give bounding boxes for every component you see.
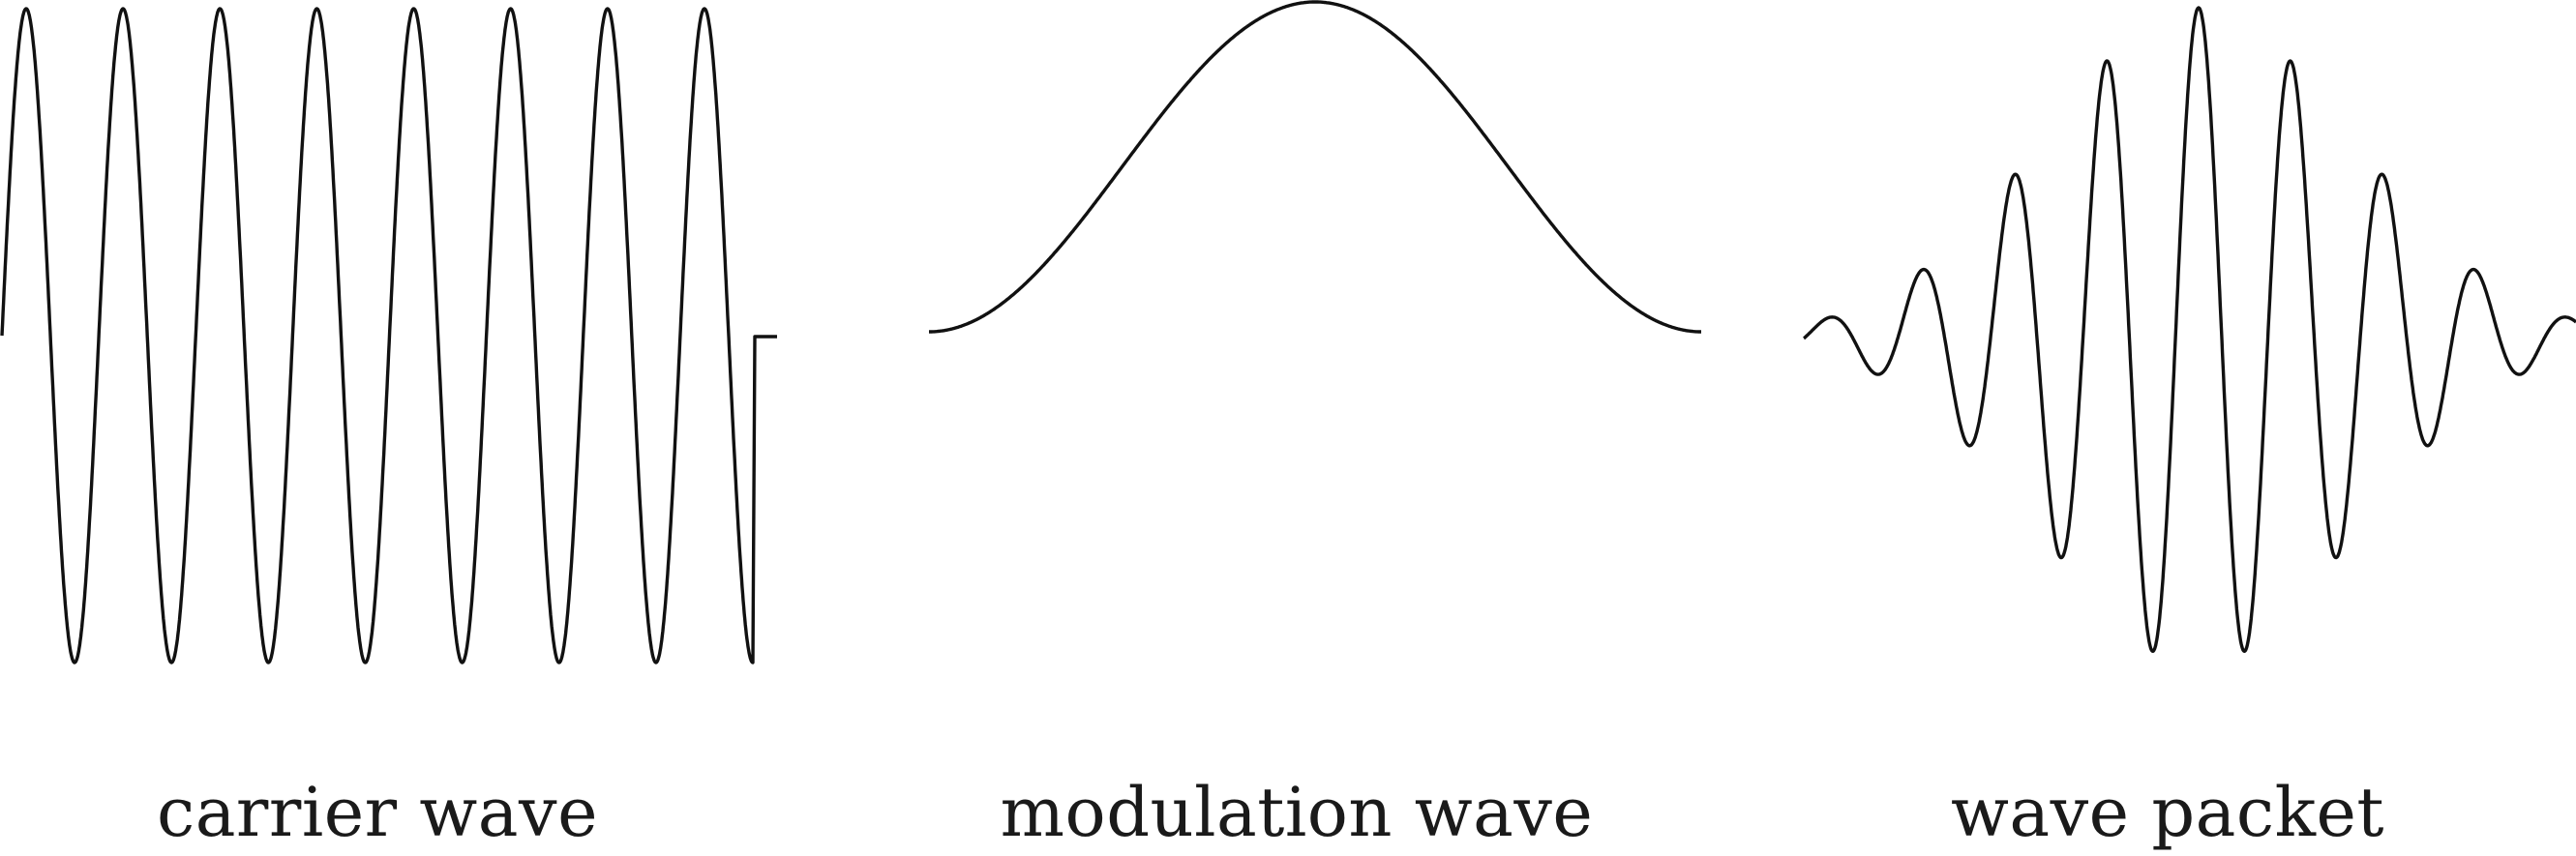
modulation-wave-curve: [928, 0, 1702, 334]
carrier-wave-caption: carrier wave: [156, 773, 598, 852]
wave-packet-caption: wave packet: [1950, 773, 2385, 852]
carrier-wave-curve: [0, 7, 777, 664]
modulation-wave-caption: modulation wave: [1000, 773, 1594, 852]
wave-packet-curve: [1802, 6, 2576, 653]
